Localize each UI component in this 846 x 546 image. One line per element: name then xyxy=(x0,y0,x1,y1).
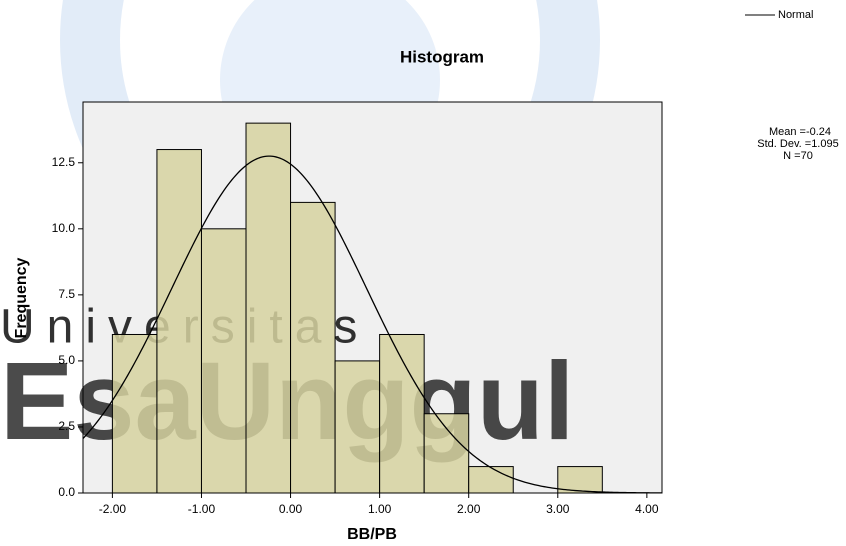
x-tick-label: 2.00 xyxy=(457,502,481,516)
bar xyxy=(379,333,425,494)
x-tick-label: -1.00 xyxy=(188,502,216,516)
stat-value: -0.24 xyxy=(806,126,831,138)
y-axis-label: Frequency xyxy=(13,257,30,338)
x-axis-label: BB/PB xyxy=(347,526,397,543)
y-tick-label: 0.0 xyxy=(58,485,75,499)
stat-label: N = xyxy=(783,150,800,162)
stat-value: 70 xyxy=(801,150,813,162)
chart-title: Histogram xyxy=(400,47,484,66)
stat-label: Mean = xyxy=(769,126,806,138)
y-tick-label: 2.5 xyxy=(58,419,75,433)
stat-label: Std. Dev. = xyxy=(757,138,811,150)
bar xyxy=(200,228,247,494)
x-tick-label: 3.00 xyxy=(546,502,570,516)
legend-label: Normal xyxy=(778,9,813,21)
stat-std: Std. Dev. =1.095 xyxy=(757,138,838,150)
bar xyxy=(557,466,603,494)
stat-n: N =70 xyxy=(783,150,813,162)
stat-mean: Mean =-0.24 xyxy=(769,126,831,138)
x-tick-label: 1.00 xyxy=(368,502,392,516)
y-tick-label: 12.5 xyxy=(52,155,76,169)
bar xyxy=(156,149,202,494)
bar xyxy=(111,333,158,494)
normal-curve xyxy=(82,155,663,494)
bar xyxy=(334,360,381,494)
x-tick-label: -2.00 xyxy=(99,502,127,516)
stat-value: 1.095 xyxy=(811,138,839,150)
bar xyxy=(245,122,292,494)
x-tick-label: 4.00 xyxy=(635,502,659,516)
bar xyxy=(290,201,336,494)
bar xyxy=(423,413,470,494)
x-tick-label: 0.00 xyxy=(279,502,303,516)
y-tick-label: 7.5 xyxy=(58,287,75,301)
y-tick-label: 5.0 xyxy=(58,353,75,367)
y-tick-label: 10.0 xyxy=(52,221,76,235)
bar xyxy=(468,466,514,494)
